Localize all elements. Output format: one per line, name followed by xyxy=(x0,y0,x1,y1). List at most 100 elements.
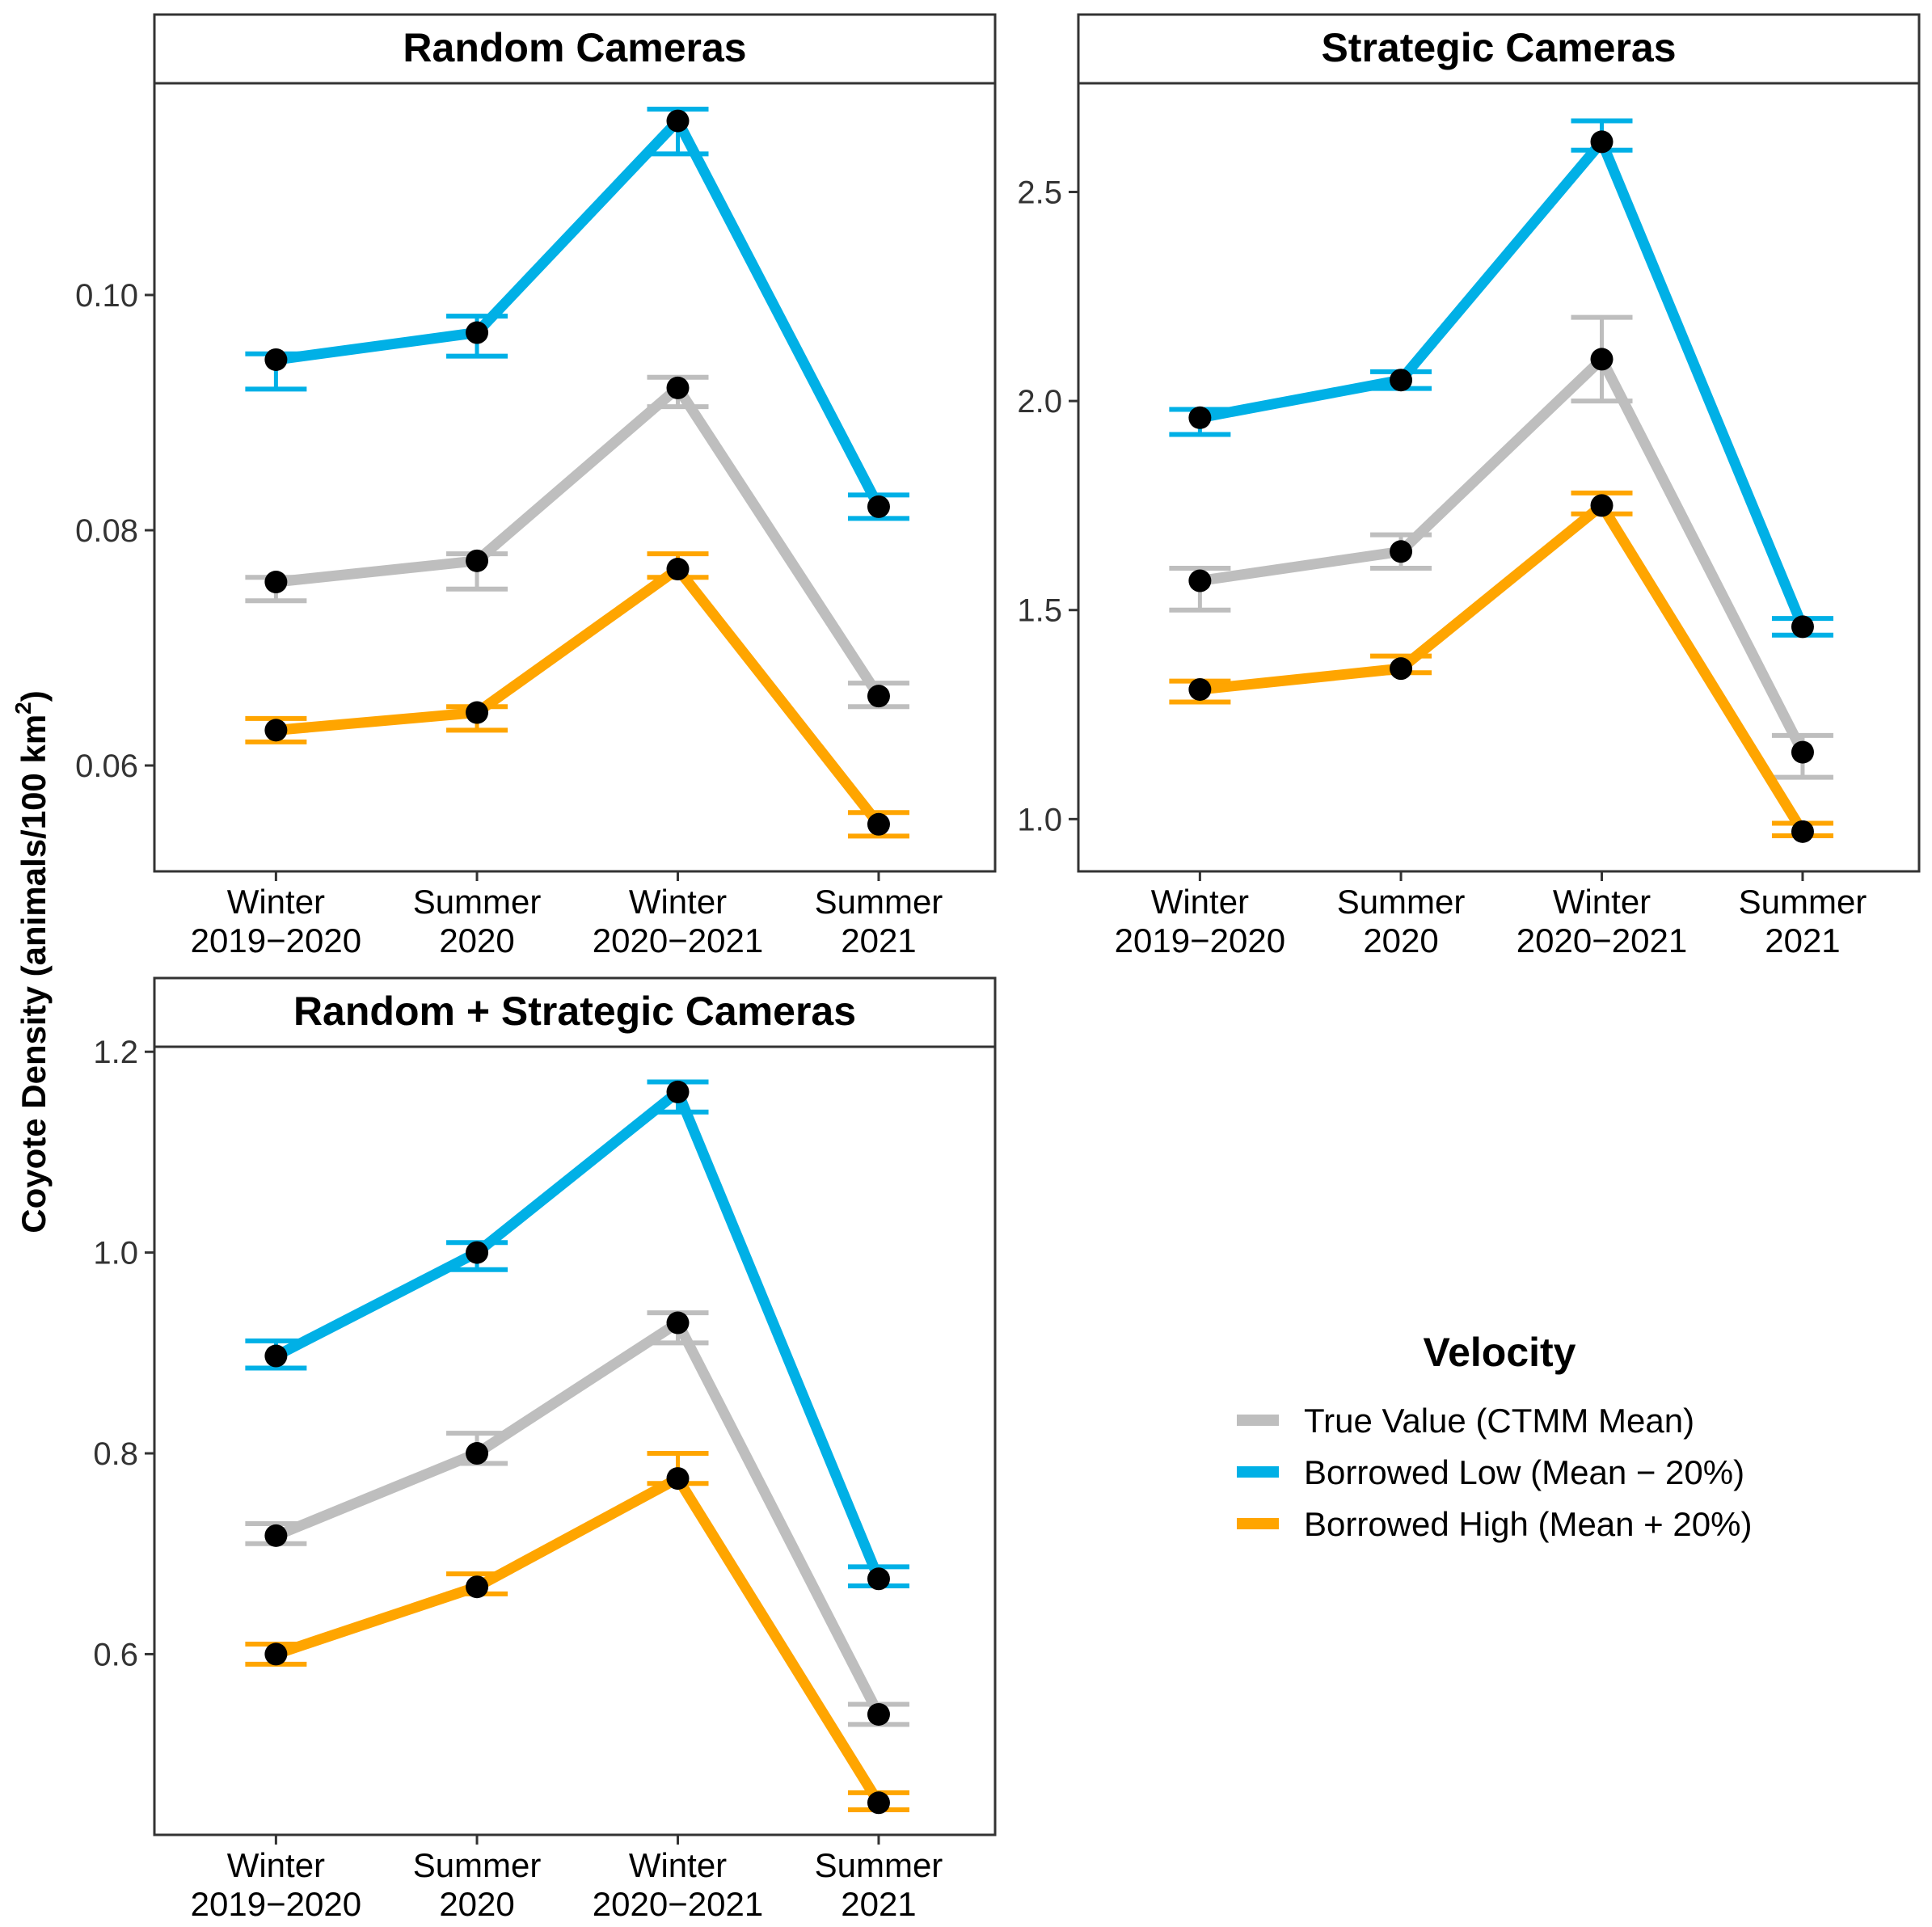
x-tick-label: 2019−2020 xyxy=(1115,921,1285,959)
series-borrowed-low xyxy=(245,107,909,521)
x-tick-label: 2021 xyxy=(841,1885,916,1923)
data-point-true-value xyxy=(1590,348,1614,371)
plot-border xyxy=(153,82,997,873)
series-line xyxy=(275,563,884,828)
data-point-true-value xyxy=(264,571,288,594)
data-point-borrowed-low xyxy=(466,321,489,344)
y-tick-label: 2.5 xyxy=(1017,175,1062,210)
data-point-borrowed-high xyxy=(666,1467,690,1491)
y-tick-label: 0.6 xyxy=(93,1637,138,1672)
series-line xyxy=(275,382,884,699)
data-point-borrowed-low xyxy=(264,348,288,371)
legend: Velocity True Value (CTMM Mean) Borrowed … xyxy=(1237,1330,1752,1543)
legend-title: Velocity xyxy=(1424,1330,1576,1375)
x-tick-label: Winter xyxy=(227,883,325,921)
data-point-borrowed-high xyxy=(867,1791,890,1815)
series-marks xyxy=(1169,118,1833,843)
series-line xyxy=(1199,136,1808,629)
x-tick-label: 2021 xyxy=(841,921,916,959)
x-tick-label: 2020−2021 xyxy=(593,921,763,959)
data-point-borrowed-low xyxy=(867,1567,890,1591)
data-point-borrowed-low xyxy=(666,109,690,133)
x-ticks: Winter2019−2020Summer2020Winter2020−2021… xyxy=(1115,871,1867,959)
x-tick-label: 2020 xyxy=(1363,921,1438,959)
data-point-borrowed-high xyxy=(264,719,288,742)
data-point-borrowed-low xyxy=(1390,369,1413,392)
x-tick-label: 2021 xyxy=(1765,921,1840,959)
data-point-borrowed-low xyxy=(666,1080,690,1103)
y-ticks: 0.06 0.08 0.10 xyxy=(75,278,154,784)
series-borrowed-high xyxy=(1169,490,1833,839)
x-tick-label: Winter xyxy=(629,883,727,921)
series-true-value xyxy=(1169,314,1833,780)
x-ticks: Winter2019−2020Summer2020Winter2020−2021… xyxy=(191,1835,943,1923)
data-point-borrowed-high xyxy=(1188,678,1212,701)
plot-border xyxy=(1077,82,1921,873)
x-tick-label: 2020−2021 xyxy=(593,1885,763,1923)
data-point-true-value xyxy=(466,549,489,572)
data-point-borrowed-high xyxy=(466,701,489,724)
data-point-borrowed-high xyxy=(466,1575,489,1599)
x-tick-label: Summer xyxy=(815,1846,943,1884)
y-tick-label: 1.0 xyxy=(1017,802,1062,837)
x-tick-label: 2020 xyxy=(439,1885,514,1923)
x-tick-label: Winter xyxy=(227,1846,325,1884)
series-true-value xyxy=(245,374,909,710)
y-axis-title-main: Coyote Density (animals/100 km xyxy=(15,715,53,1233)
x-tick-label: 2020 xyxy=(439,921,514,959)
legend-label: Borrowed Low (Mean − 20%) xyxy=(1304,1453,1744,1491)
series-line xyxy=(1199,500,1808,835)
y-axis-title-superscript: 2 xyxy=(11,702,36,715)
x-tick-label: Summer xyxy=(413,883,542,921)
y-tick-label: 1.2 xyxy=(93,1035,138,1070)
x-tick-label: 2019−2020 xyxy=(191,1885,361,1923)
panel-title: Strategic Cameras xyxy=(1321,25,1676,70)
data-point-true-value xyxy=(867,685,890,708)
series-borrowed-low xyxy=(1169,118,1833,638)
strip-background xyxy=(1077,13,1921,85)
plot-border xyxy=(153,1045,997,1836)
data-point-borrowed-low xyxy=(1590,130,1614,154)
data-point-true-value xyxy=(666,376,690,399)
y-tick-label: 1.0 xyxy=(93,1236,138,1271)
data-point-borrowed-high xyxy=(666,558,690,581)
strip-background xyxy=(153,13,997,85)
legend-entry-borrowed-low: Borrowed Low (Mean − 20%) xyxy=(1237,1453,1744,1491)
y-axis-title-end: ) xyxy=(15,690,53,702)
data-point-borrowed-high xyxy=(264,1642,288,1666)
data-point-borrowed-low xyxy=(1791,615,1814,639)
x-tick-label: Winter xyxy=(1151,883,1249,921)
legend-entry-borrowed-high: Borrowed High (Mean + 20%) xyxy=(1237,1505,1752,1543)
data-point-borrowed-low xyxy=(867,495,890,518)
panel-random-strategic-cameras: Random + Strategic Cameras 0.60.81.01.2 … xyxy=(93,976,997,1923)
x-tick-label: Winter xyxy=(1553,883,1651,921)
panel-random-cameras: Random Cameras 0.060.080.10 Winter2019−2… xyxy=(75,13,997,959)
x-tick-label: Summer xyxy=(413,1846,542,1884)
x-tick-label: Summer xyxy=(1739,883,1867,921)
legend-label: True Value (CTMM Mean) xyxy=(1304,1402,1694,1440)
y-tick-label: 0.8 xyxy=(93,1436,138,1472)
series-line xyxy=(275,116,884,509)
y-tick-label: 0.08 xyxy=(75,513,138,549)
x-ticks: Winter2019−2020Summer2020Winter2020−2021… xyxy=(191,871,943,959)
panel-title: Random + Strategic Cameras xyxy=(293,989,856,1034)
legend-label: Borrowed High (Mean + 20%) xyxy=(1304,1505,1752,1543)
legend-entry-true-value: True Value (CTMM Mean) xyxy=(1237,1402,1694,1440)
data-point-true-value xyxy=(1188,569,1212,592)
series-true-value xyxy=(245,1310,909,1727)
y-tick-label: 2.0 xyxy=(1017,384,1062,420)
x-tick-label: Summer xyxy=(815,883,943,921)
x-tick-label: 2019−2020 xyxy=(191,921,361,959)
series-line xyxy=(1199,353,1808,755)
data-point-true-value xyxy=(867,1702,890,1726)
series-line xyxy=(273,1318,884,1717)
data-point-true-value xyxy=(466,1442,489,1465)
y-tick-label: 1.5 xyxy=(1017,593,1062,629)
series-line xyxy=(273,1086,884,1581)
data-point-true-value xyxy=(1791,740,1814,764)
series-marks xyxy=(245,107,909,839)
data-point-true-value xyxy=(264,1524,288,1547)
y-axis-title: Coyote Density (animals/100 km2) xyxy=(11,690,53,1233)
panel-title: Random Cameras xyxy=(403,25,746,70)
